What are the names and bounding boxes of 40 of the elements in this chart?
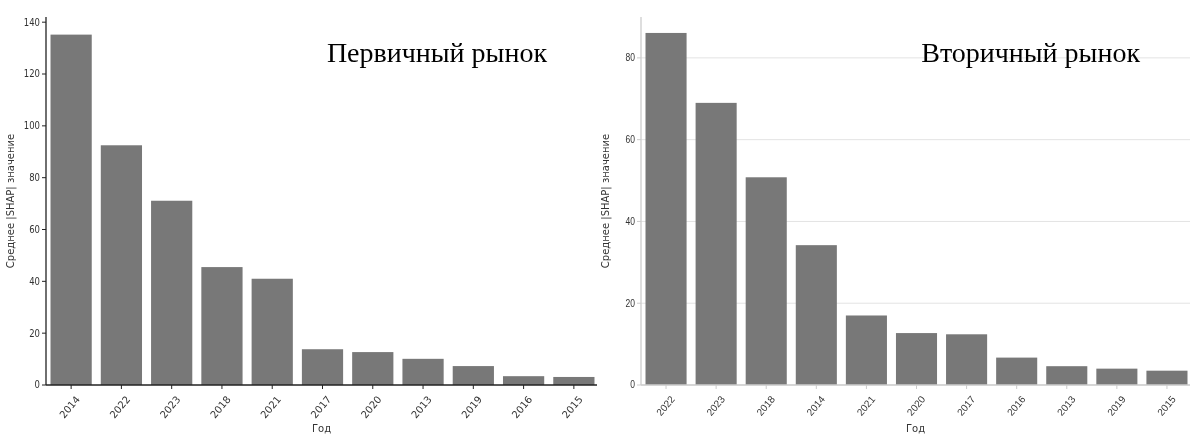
bar xyxy=(301,349,344,385)
y-tick-label: 80 xyxy=(29,171,41,184)
bar xyxy=(100,145,143,385)
bar xyxy=(1096,368,1138,385)
bar xyxy=(201,267,243,385)
text: Первичный рынок xyxy=(326,37,548,68)
bar xyxy=(895,333,938,385)
y-tick-label: 0 xyxy=(34,378,41,391)
bar xyxy=(996,357,1038,385)
bar xyxy=(845,315,887,385)
y-tick-label: 60 xyxy=(625,134,635,146)
y-tick-label: 20 xyxy=(29,326,41,339)
y-tick-label: 120 xyxy=(23,67,41,80)
y-tick-label: 0 xyxy=(630,379,635,391)
y-tick-label: 40 xyxy=(625,216,635,228)
x-axis-title: Год xyxy=(311,423,332,434)
y-tick-label: 100 xyxy=(23,119,41,132)
y-axis-title: Среднее |SHAP| значение xyxy=(600,133,612,269)
bar xyxy=(645,32,687,385)
x-axis-title: Год xyxy=(905,423,926,434)
bar xyxy=(151,200,193,385)
y-tick-label: 140 xyxy=(23,15,41,28)
bar xyxy=(946,334,988,385)
bar xyxy=(452,366,494,385)
bar xyxy=(1046,366,1088,385)
y-tick-label: 80 xyxy=(625,52,635,64)
y-axis-title: Среднее |SHAP| значение xyxy=(5,133,17,269)
text: Вторичный рынок xyxy=(921,37,1141,68)
bar xyxy=(695,102,737,385)
bar xyxy=(745,177,787,385)
bar xyxy=(50,34,92,385)
bar xyxy=(1146,370,1188,385)
y-tick-label: 60 xyxy=(29,223,41,236)
bar xyxy=(795,245,837,385)
y-tick-label: 20 xyxy=(625,298,635,309)
y-tick-label: 40 xyxy=(29,275,41,287)
bar xyxy=(352,352,394,385)
bar xyxy=(502,376,545,385)
bar xyxy=(402,358,444,385)
bar xyxy=(251,278,293,385)
